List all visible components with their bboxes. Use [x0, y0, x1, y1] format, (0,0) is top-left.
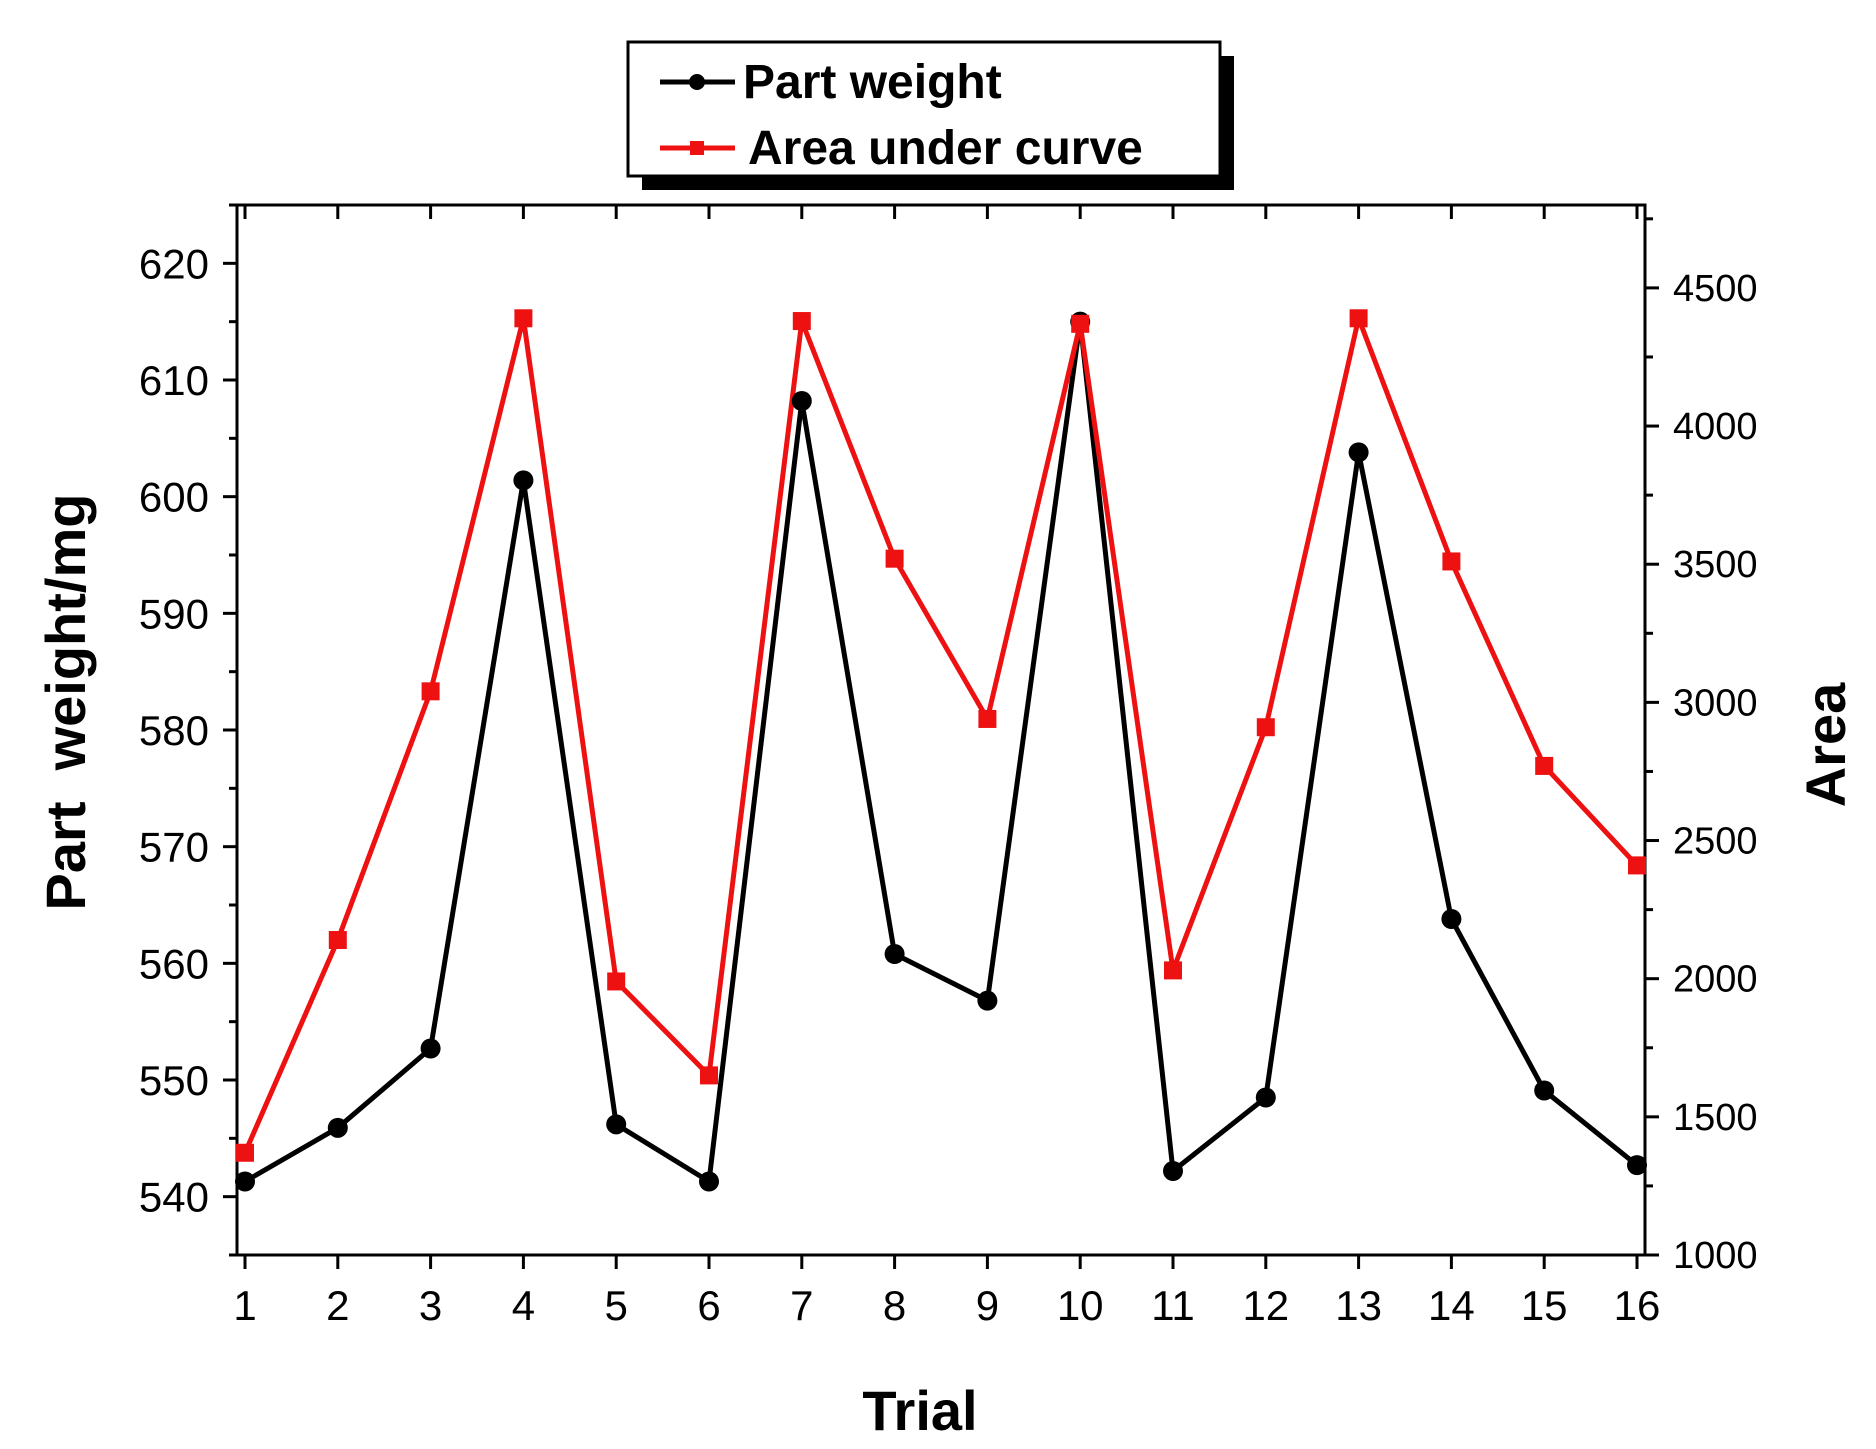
series-markers: [235, 309, 1647, 1192]
y-tick-label-right: 1000: [1673, 1235, 1758, 1277]
y-tick-label-left: 540: [139, 1174, 209, 1221]
legend-label-part-weight: Part weight: [743, 56, 1002, 109]
data-point-part-weight: [327, 1117, 348, 1138]
y-tick-label-left: 580: [139, 707, 209, 754]
x-tick-label: 4: [512, 1282, 535, 1329]
data-point-area-under-curve: [236, 1143, 254, 1162]
data-point-area-under-curve: [514, 309, 533, 328]
y-axis-left: 540 550 560 570 580 590 600 610 620: [139, 203, 237, 1257]
x-tick-label: 10: [1057, 1282, 1104, 1329]
data-point-area-under-curve: [1164, 961, 1182, 980]
data-point-area-under-curve: [607, 972, 626, 991]
data-point-part-weight: [884, 944, 905, 964]
y-tick-label-left: 560: [139, 940, 209, 987]
x-tick-label: 1: [233, 1282, 256, 1329]
y-tick-label-right: 4000: [1673, 406, 1758, 448]
y-tick-label-right: 2500: [1673, 821, 1758, 863]
data-point-area-under-curve: [1628, 856, 1646, 875]
y-tick-label-right: 3000: [1673, 682, 1758, 724]
y-tick-label-left: 620: [139, 240, 209, 287]
y-axis-right-title: Area: [1794, 682, 1857, 807]
x-tick-label: 11: [1151, 1282, 1195, 1329]
x-tick-label: 5: [605, 1282, 628, 1329]
y-tick-label-left: 610: [139, 357, 209, 404]
data-point-area-under-curve: [1535, 756, 1554, 775]
legend: Part weight Area under curve: [626, 40, 1234, 190]
legend-box: [626, 40, 1222, 178]
y-tick-label-right: 2000: [1673, 959, 1758, 1001]
y-tick-label-left: 570: [139, 824, 209, 871]
plot-frame: [235, 203, 1647, 1257]
x-tick-label: 6: [697, 1282, 720, 1329]
data-point-part-weight: [513, 470, 534, 491]
x-tick-label: 7: [790, 1282, 813, 1329]
legend-label-area: Area under curve: [748, 122, 1143, 175]
data-point-part-weight: [1441, 909, 1462, 929]
data-point-part-weight: [977, 990, 998, 1011]
data-point-part-weight: [420, 1038, 441, 1059]
data-point-area-under-curve: [328, 931, 347, 949]
data-point-part-weight: [1627, 1155, 1647, 1176]
data-point-area-under-curve: [700, 1066, 718, 1085]
data-point-part-weight: [791, 391, 812, 411]
x-tick-label: 8: [883, 1282, 906, 1329]
legend-marker-area: [690, 141, 704, 155]
x-tick-label: 14: [1428, 1282, 1475, 1329]
data-point-part-weight: [1348, 442, 1369, 463]
x-tick-label: 15: [1521, 1282, 1568, 1329]
series-lines: [242, 315, 1639, 1184]
data-point-part-weight: [1534, 1080, 1555, 1101]
data-point-part-weight: [235, 1171, 255, 1192]
data-point-area-under-curve: [1256, 718, 1275, 737]
y-tick-label-right: 1500: [1673, 1097, 1758, 1139]
x-tick-label: 12: [1242, 1282, 1289, 1329]
x-axis: 1 2 3 4 5 6 7 8 9 10 11 12 13 14 15 16: [233, 205, 1660, 1329]
y-tick-label-right: 3500: [1673, 544, 1758, 586]
data-point-area-under-curve: [1349, 309, 1368, 328]
series-line-area-under-curve: [242, 315, 1639, 1154]
x-tick-label: 13: [1335, 1282, 1382, 1329]
data-point-part-weight: [699, 1171, 719, 1192]
data-point-area-under-curve: [1071, 314, 1090, 333]
data-point-area-under-curve: [1442, 552, 1461, 571]
data-point-area-under-curve: [885, 549, 904, 568]
y-tick-label-left: 550: [139, 1057, 209, 1104]
legend-marker-part-weight: [689, 74, 705, 90]
x-tick-label: 16: [1614, 1282, 1661, 1329]
data-point-area-under-curve: [792, 312, 811, 331]
y-axis-right: 1000 1500 2000 2500 3000 3500 4000 4500: [1645, 217, 1758, 1277]
y-tick-label-left: 600: [139, 474, 209, 521]
x-axis-title: Trial: [862, 1379, 977, 1442]
y-tick-label-left: 590: [139, 590, 209, 637]
data-point-part-weight: [1255, 1087, 1276, 1108]
y-axis-left-title: Part weight/mg: [34, 494, 97, 911]
x-tick-label: 2: [326, 1282, 349, 1329]
data-point-area-under-curve: [978, 709, 997, 728]
x-tick-label: 9: [976, 1282, 999, 1329]
data-point-part-weight: [1163, 1161, 1183, 1181]
x-tick-label: 3: [419, 1282, 442, 1329]
y-tick-label-right: 4500: [1673, 268, 1758, 310]
data-point-part-weight: [606, 1114, 627, 1135]
series-line-part-weight: [243, 319, 1639, 1184]
data-point-area-under-curve: [421, 682, 440, 701]
